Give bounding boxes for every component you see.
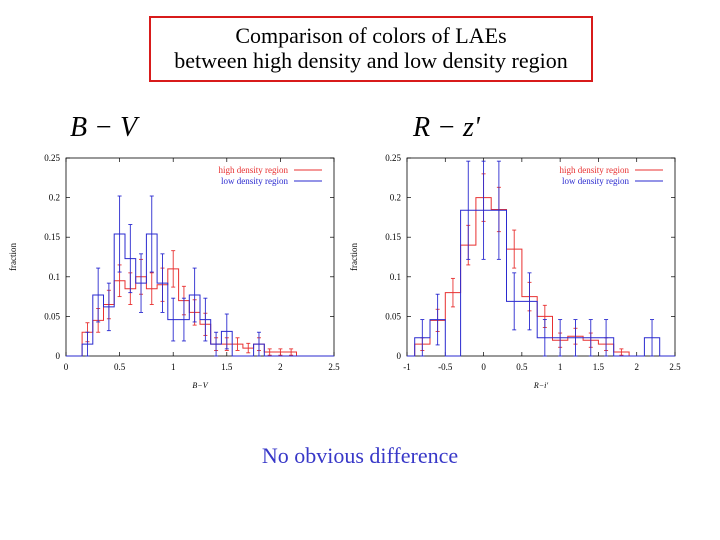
right-xtick-label: 2 [634, 362, 639, 372]
left-xtick-label: 2.5 [328, 362, 340, 372]
right-ytick-label: 0.15 [385, 232, 401, 242]
title-line-1: Comparison of colors of LAEs [235, 23, 507, 48]
right-xtick-label: 0 [481, 362, 486, 372]
right-xtick-label: 0.5 [516, 362, 528, 372]
right-ytick-label: 0.2 [390, 193, 401, 203]
right-series-low [407, 160, 675, 357]
left-ylabel: fraction [8, 243, 18, 271]
right-xtick-label: 2.5 [669, 362, 681, 372]
left-chart-symbol: B − V [70, 112, 138, 143]
right-plot-frame [406, 157, 676, 357]
right-chart-symbol: R − z' [413, 112, 480, 143]
right-ytick-label: 0.25 [385, 153, 401, 163]
left-legend-label-high: high density region [219, 165, 289, 175]
left-xtick-label: 1 [171, 362, 176, 372]
right-xtick-label: -1 [403, 362, 411, 372]
left-legend-label-low: low density region [221, 176, 288, 186]
left-chart: 0 0.05 0.1 0.15 0.2 0.25 0 0.5 1 1.5 2 2.5 B−V fracti… [8, 153, 340, 390]
right-xtick-label: -0.5 [438, 362, 453, 372]
left-ytick-label: 0.25 [44, 153, 60, 163]
left-xtick-label: 1.5 [221, 362, 233, 372]
right-ytick-label: 0 [397, 351, 402, 361]
right-chart: 0 0.05 0.1 0.15 0.2 0.25 -1 -0.5 0 0.5 1 1.5 2 2.5 R−i… [349, 153, 681, 390]
right-xtick-label: 1.5 [593, 362, 605, 372]
right-step-line-low [407, 209, 675, 357]
bottom-note: No obvious difference [261, 443, 459, 468]
left-xtick-label: 0 [64, 362, 69, 372]
left-xtick-label: 2 [278, 362, 283, 372]
left-ytick-label: 0.2 [49, 193, 60, 203]
right-legend-label-low: low density region [562, 176, 629, 186]
title-line-2: between high density and low density reg… [174, 48, 568, 73]
left-ytick-label: 0.05 [44, 311, 60, 321]
left-plot-frame [65, 157, 335, 357]
left-ytick-label: 0 [56, 351, 61, 361]
left-xtick-label: 0.5 [114, 362, 126, 372]
left-xlabel: B−V [192, 381, 208, 390]
right-xtick-label: 1 [558, 362, 563, 372]
right-ylabel: fraction [349, 243, 359, 271]
right-ytick-label: 0.1 [390, 272, 401, 282]
right-legend-label-high: high density region [560, 165, 630, 175]
right-xlabel: R−i' [533, 381, 549, 390]
left-step-line-low [66, 233, 334, 357]
right-step-line-high [414, 197, 630, 356]
left-series-low [66, 195, 334, 357]
right-series-high [414, 173, 630, 356]
right-ytick-label: 0.05 [385, 311, 401, 321]
left-ytick-label: 0.1 [49, 272, 60, 282]
left-ytick-label: 0.15 [44, 232, 60, 242]
title-box: Comparison of colors of LAEs between hig… [149, 16, 593, 82]
